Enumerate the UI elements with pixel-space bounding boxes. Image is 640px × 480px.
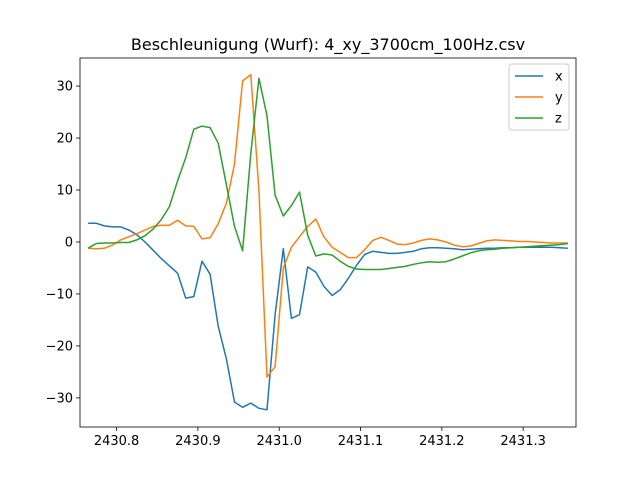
legend-label-z: z xyxy=(555,112,562,127)
y-tick-label: −20 xyxy=(46,339,73,354)
legend-label-x: x xyxy=(555,70,563,85)
y-tick-label: 30 xyxy=(56,80,73,95)
legend-label-y: y xyxy=(555,91,563,106)
x-tick-label: 2430.8 xyxy=(94,434,140,449)
plot-frame xyxy=(79,57,577,428)
y-tick-label: 0 xyxy=(65,235,73,250)
series-line-z xyxy=(87,77,568,271)
y-tick-label: −30 xyxy=(46,391,73,406)
chart-title: Beschleunigung (Wurf): 4_xy_3700cm_100Hz… xyxy=(131,35,525,55)
series-line-x xyxy=(88,222,568,411)
x-tick-label: 2431.3 xyxy=(500,434,546,449)
y-tick-label: 10 xyxy=(56,184,73,199)
x-tick-label: 2431.1 xyxy=(338,434,384,449)
x-tick-label: 2430.9 xyxy=(175,434,221,449)
x-tick-label: 2431.0 xyxy=(256,434,302,449)
series-line-y xyxy=(88,73,568,378)
y-tick-label: −10 xyxy=(46,287,73,302)
x-tick-label: 2431.2 xyxy=(419,434,465,449)
y-tick-label: 20 xyxy=(56,132,73,147)
